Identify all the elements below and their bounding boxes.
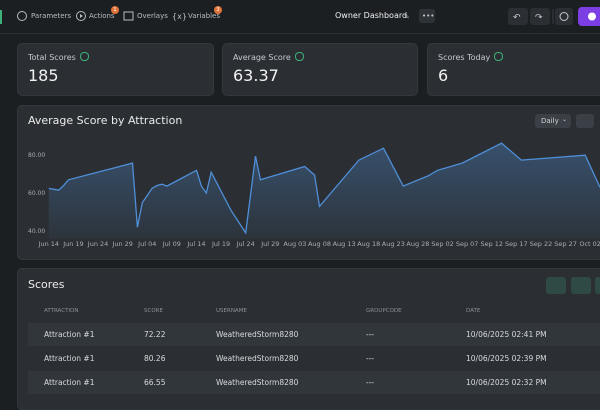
x-tick-label: Aug 13 [333,240,356,248]
table-cell: WeatheredStorm8280 [216,378,299,387]
table-row[interactable]: Attraction #1 72.22 WeatheredStorm8280 --- 1… [28,323,600,346]
card-value: 185 [28,66,59,85]
area [48,143,600,239]
table-row[interactable]: Attraction #1 66.55 WeatheredStorm8280 --- 1… [28,371,600,394]
chart: 40.00 60.00 80.00 Jun 14 Jun 19 Jun 24 Jun 29 J… [28,142,600,248]
table-cell: Attraction #1 [44,354,95,363]
x-tick-label: Jul 09 [162,240,181,248]
table-cell: Attraction #1 [44,330,95,339]
line [48,142,600,235]
toolbar [0,0,600,34]
y-tick-label: 80.00 [28,152,45,159]
table-cell: WeatheredStorm8280 [216,354,299,363]
stat-card: Average Score 63.37 [222,43,418,96]
parameters-button[interactable]: Parameters [31,12,72,20]
card-label: Total Scores [28,52,89,62]
table-cell: WeatheredStorm8280 [216,330,299,339]
x-tick-label: Oct 02 [579,240,600,248]
dashboard-title: Owner Dashboard [335,11,408,20]
table-cell: 72.22 [144,330,166,339]
x-tick-label: Aug 23 [382,240,405,248]
y-tick-label: 40.00 [28,228,45,235]
calendar-button[interactable] [576,114,594,128]
table-cell: 10/06/2025 02:39 PM [466,354,547,363]
x-tick-label: Sep 07 [456,240,479,248]
table-row[interactable]: Attraction #1 80.26 WeatheredStorm8280 --- 1… [28,347,600,370]
column-header: GROUPCODE [366,308,402,314]
x-tick-label: Sep 17 [505,240,528,248]
svg-text:↶: ↶ [513,13,521,23]
x-tick-label: Sep 27 [554,240,577,248]
card-label-text: Total Scores [28,53,76,62]
add-button[interactable] [595,277,600,294]
card-label-text: Scores Today [438,53,491,62]
card-value: 6 [438,66,449,85]
svg-text:•••: ••• [422,12,434,20]
x-tick-label: Jul 14 [186,240,205,248]
x-tick-label: Jun 24 [87,240,109,248]
svg-text:{x}: {x} [172,12,187,21]
x-tick-label: Aug 03 [283,240,306,248]
range-select-text: Daily [541,117,559,125]
svg-text:↷: ↷ [535,13,543,23]
svg-text:✎: ✎ [404,13,410,21]
x-tick-label: Sep 12 [480,240,503,248]
table-cell: 80.26 [144,354,166,363]
table-title: Scores [28,278,65,291]
table-cell: --- [366,378,375,387]
stat-card: Total Scores 185 [17,43,214,96]
x-tick-label: Jun 29 [111,240,133,248]
table-cell: 66.55 [144,378,166,387]
table-cell: --- [366,330,375,339]
variables-button[interactable]: Variables [188,12,220,20]
search-button[interactable] [546,277,566,294]
x-tick-label: Sep 22 [530,240,553,248]
overlays-button[interactable]: Overlays [137,12,168,20]
table-cell: --- [366,354,375,363]
column-header: ATTRACTION [44,308,79,314]
x-tick-label: Aug 28 [406,240,429,248]
badge: 1 [111,6,119,14]
column-header: SCORE [144,308,163,314]
badge: 3 [214,6,222,14]
x-tick-label: Aug 18 [357,240,380,248]
x-tick-label: Jul 29 [260,240,279,248]
x-tick-label: Jul 24 [236,240,255,248]
actions-button[interactable]: Actions [89,12,115,20]
table-cell: 10/06/2025 02:32 PM [466,378,547,387]
card-value: 63.37 [233,66,279,85]
x-tick-label: Jul 19 [211,240,230,248]
range-select[interactable]: Daily ⌄ [535,114,571,128]
toolbar-icons: {x} ✎ ••• ↶ ↷ [0,7,600,26]
table-cell: 10/06/2025 02:41 PM [466,330,547,339]
column-header: USERNAME [216,308,247,314]
y-tick-label: 60.00 [28,190,45,197]
stat-card: Scores Today 6 [427,43,600,96]
x-tick-label: Jun 14 [38,240,60,248]
column-header: DATE [466,308,481,314]
table-cell: Attraction #1 [44,378,95,387]
x-tick-label: Aug 08 [308,240,331,248]
card-label-text: Average Score [233,53,291,62]
card-label: Scores Today [438,52,504,62]
x-tick-label: Jul 04 [137,240,156,248]
x-tick-label: Sep 02 [431,240,454,248]
chart-title: Average Score by Attraction [28,114,183,127]
filter-button[interactable] [571,277,591,294]
x-tick-label: Jun 19 [62,240,84,248]
card-label: Average Score [233,52,304,62]
